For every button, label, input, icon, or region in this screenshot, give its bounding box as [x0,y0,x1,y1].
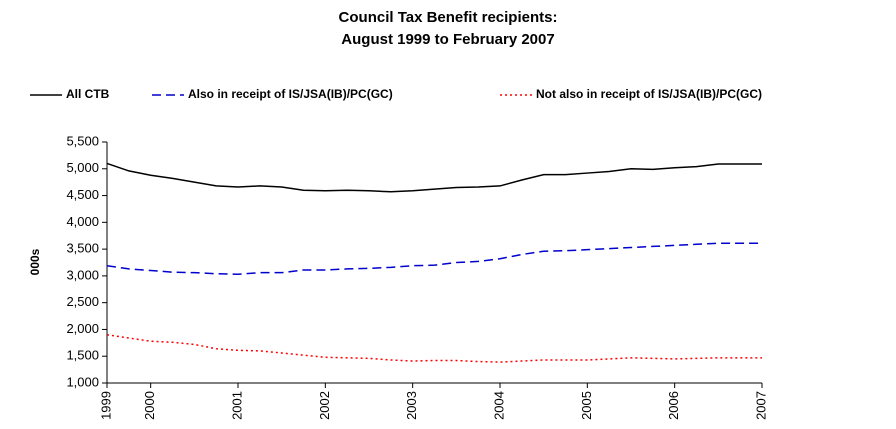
y-tick-label: 4,500 [66,187,99,202]
y-tick-label: 4,000 [66,214,99,229]
x-tick-label: 2002 [317,391,332,420]
x-tick-label: 2000 [142,391,157,420]
y-axis-label: 000s [28,248,42,275]
y-tick-label: 1,000 [66,374,99,389]
legend-label: Also in receipt of IS/JSA(IB)/PC(GC) [188,87,393,101]
chart-title: Council Tax Benefit recipients: [339,9,558,26]
series-line [106,334,762,363]
y-tick-label: 3,000 [66,267,99,282]
legend-label: All CTB [66,87,110,101]
y-tick-label: 5,000 [66,160,99,175]
x-tick-label: 2004 [491,391,506,420]
x-tick-label: 2005 [579,391,594,420]
x-tick-label: 2006 [666,391,681,420]
series-line [106,242,762,276]
x-tick-label: 2007 [753,391,768,420]
series-line [106,162,762,193]
y-tick-label: 2,500 [66,294,99,309]
legend-label: Not also in receipt of IS/JSA(IB)/PC(GC) [536,87,762,101]
x-tick-label: 2003 [404,391,419,420]
chart-title: August 1999 to February 2007 [341,31,554,48]
x-tick-label: 1999 [98,391,113,420]
x-tick-label: 2001 [229,391,244,420]
y-tick-label: 3,500 [66,241,99,256]
y-tick-label: 5,500 [66,133,99,148]
y-tick-label: 2,000 [66,321,99,336]
y-tick-label: 1,500 [66,348,99,363]
